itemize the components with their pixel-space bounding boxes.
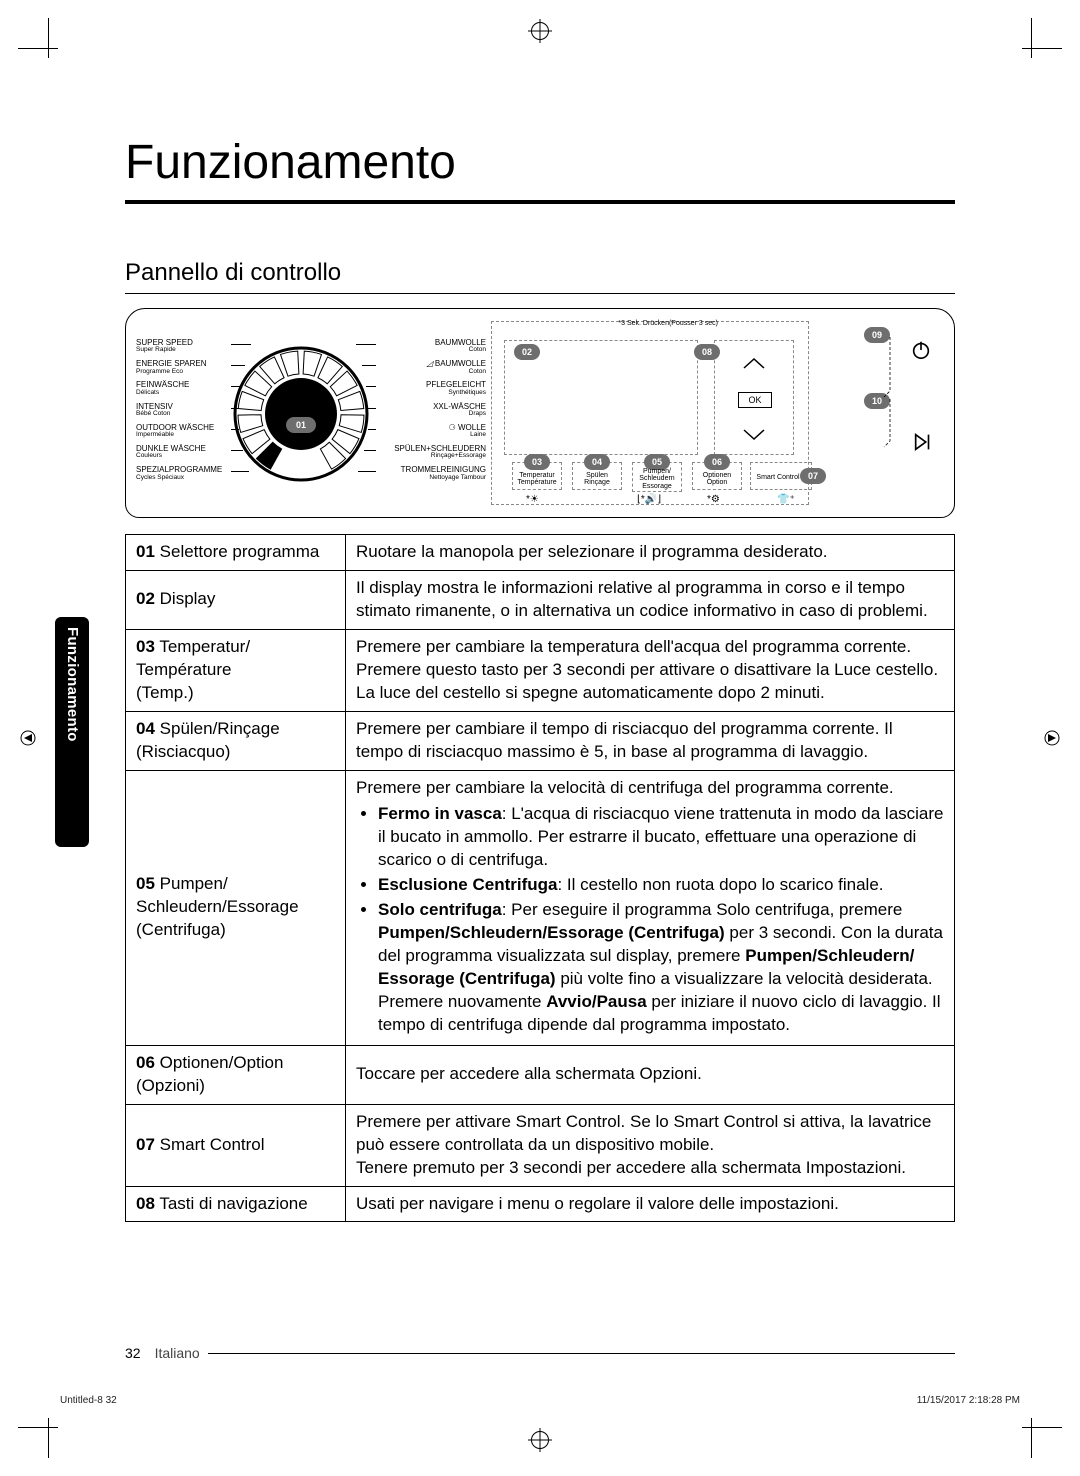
leader-09 xyxy=(882,331,898,401)
label-03b: Température xyxy=(517,479,556,486)
table-row: 08 Tasti di navigazioneUsati per navigar… xyxy=(126,1186,955,1222)
label-05b: Schleudern xyxy=(639,475,674,482)
program-dial-graphic xyxy=(231,344,371,484)
play-pause-icon xyxy=(912,431,934,458)
description-table: 01 Selettore programmaRuotare la manopol… xyxy=(125,534,955,1222)
table-row: 02 DisplayIl display mostra le informazi… xyxy=(126,570,955,629)
footer-fine-right: 11/15/2017 2:18:28 PM xyxy=(917,1395,1020,1406)
press-3sec-note: *3 Sek. Drücken(Pousser 3 sec) xyxy=(618,320,718,327)
label-06a: Optionen xyxy=(703,472,731,479)
table-row: 01 Selettore programmaRuotare la manopol… xyxy=(126,535,955,571)
speaker-icon: ⌊*🔊⌋ xyxy=(637,494,661,505)
footer-fine-left: Untitled-8 32 xyxy=(60,1395,117,1406)
control-panel-diagram: 01 SUPER SPEEDSuper RapideENERGIE SPAREN… xyxy=(125,308,955,518)
page-title: Funzionamento xyxy=(125,135,955,204)
registration-mark-right xyxy=(1044,730,1060,746)
badge-03: 03 xyxy=(524,454,550,470)
registration-mark-bottom xyxy=(531,1431,549,1454)
registration-mark-top xyxy=(531,22,549,45)
light-icon: *☀ xyxy=(526,494,539,505)
label-03a: Temperatur xyxy=(519,472,554,479)
label-05c: Essorage xyxy=(642,483,672,490)
side-tab-label: Funzionamento xyxy=(64,627,81,857)
badge-02: 02 xyxy=(514,344,540,360)
footer-language: Italiano xyxy=(155,1345,200,1361)
label-07: Smart Control xyxy=(750,474,806,481)
footer-rule xyxy=(208,1353,955,1354)
nav-up-icon xyxy=(740,356,768,375)
program-list-right: BAUMWOLLECoton◿ BAUMWOLLECotonPFLEGELEIC… xyxy=(376,339,486,487)
table-row: 03 Temperatur/Température(Temp.)Premere … xyxy=(126,629,955,711)
label-06b: Option xyxy=(707,479,728,486)
table-row: 04 Spülen/Rinçage(Risciacquo)Premere per… xyxy=(126,711,955,770)
footer-page-number: 32 xyxy=(125,1345,141,1361)
badge-01: 01 xyxy=(286,417,316,433)
registration-mark-left xyxy=(20,730,36,746)
badge-04: 04 xyxy=(584,454,610,470)
badge-08: 08 xyxy=(694,344,720,360)
settings-icon: *⚙ xyxy=(707,494,720,505)
label-04a: Spülen xyxy=(586,472,608,479)
table-row: 07 Smart ControlPremere per attivare Sma… xyxy=(126,1104,955,1186)
section-title: Pannello di controllo xyxy=(125,259,955,294)
nav-ok-label: OK xyxy=(738,392,772,408)
leader-10 xyxy=(882,393,898,453)
table-row: 06 Optionen/Option(Opzioni)Toccare per a… xyxy=(126,1045,955,1104)
program-list-left: SUPER SPEEDSuper RapideENERGIE SPARENPro… xyxy=(136,339,231,487)
side-tab: Funzionamento xyxy=(55,617,89,847)
badge-06: 06 xyxy=(704,454,730,470)
table-row: 05 Pumpen/Schleudern/Essorage(Centrifuga… xyxy=(126,770,955,1045)
display-area-outline: *3 Sek. Drücken(Pousser 3 sec) 02 08 OK … xyxy=(491,321,809,505)
power-icon xyxy=(910,339,932,366)
label-04b: Rinçage xyxy=(584,479,610,486)
nav-down-icon xyxy=(740,428,768,447)
addwash-icon: 👕⁺ xyxy=(777,494,795,505)
label-05a: Pumpen/ xyxy=(643,468,671,475)
